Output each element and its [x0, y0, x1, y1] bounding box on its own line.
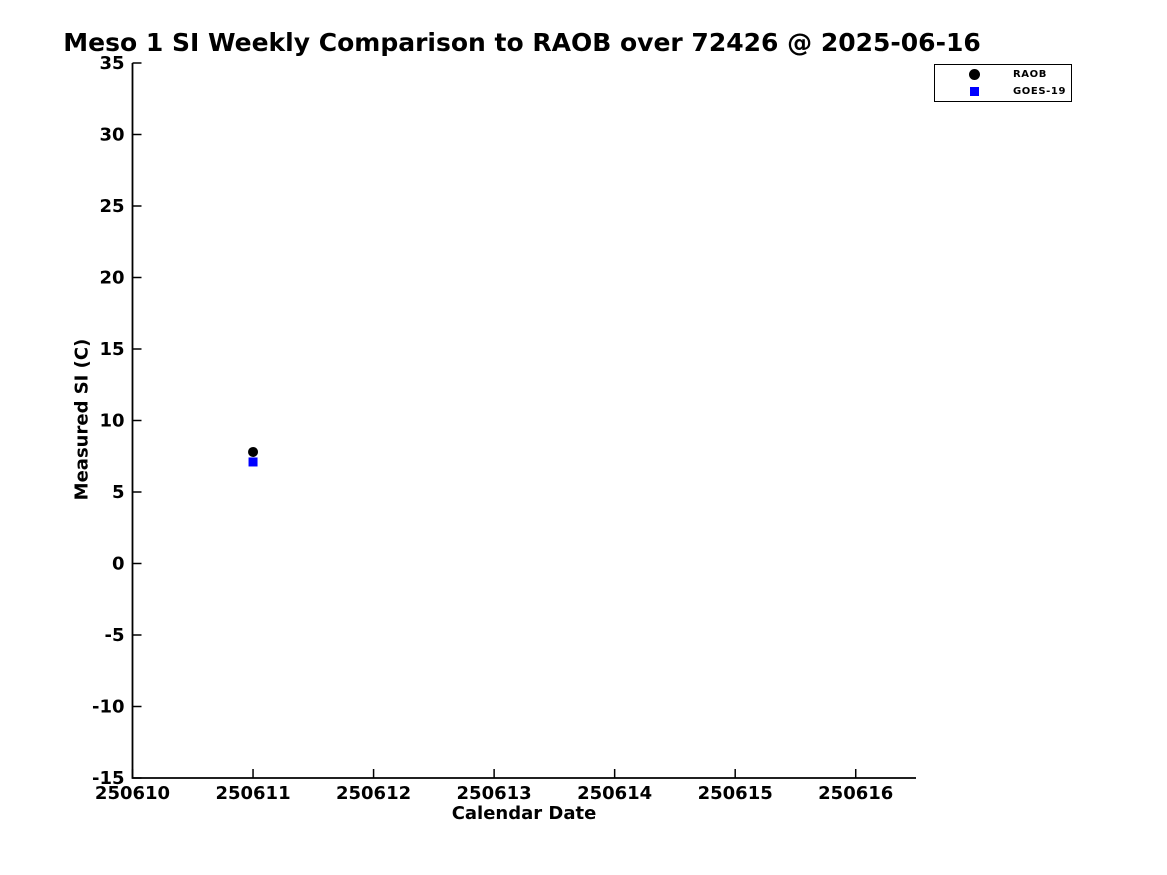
y-tick-label: -10	[92, 697, 125, 718]
goes19-data-point	[248, 457, 258, 467]
x-tick-label: 250612	[336, 783, 411, 804]
y-tick-label: 35	[99, 53, 124, 74]
y-tick-label: 10	[99, 411, 124, 432]
x-axis-label: Calendar Date	[451, 803, 597, 824]
raob-circle-marker-icon	[968, 69, 980, 80]
legend-marker-cell	[935, 69, 1013, 80]
axis-spines	[131, 63, 916, 779]
chart-title: Meso 1 SI Weekly Comparison to RAOB over…	[63, 28, 981, 57]
goes19-square-marker-icon	[969, 87, 979, 96]
x-tick-label: 250614	[577, 783, 652, 804]
y-axis-label: Measured SI (C)	[71, 338, 93, 501]
y-tick-label: 0	[112, 554, 125, 575]
x-tick-label: 250610	[95, 783, 170, 804]
x-tick-label: 250613	[457, 783, 532, 804]
y-tick-label: -15	[92, 768, 125, 789]
legend: RAOB GOES-19	[934, 64, 1072, 102]
raob-data-point	[248, 446, 259, 457]
legend-label-goes19: GOES-19	[1013, 86, 1067, 97]
legend-item-raob: RAOB	[935, 66, 1071, 83]
legend-item-goes19: GOES-19	[935, 83, 1071, 100]
y-tick-label: 5	[112, 482, 125, 503]
x-tick-label: 250616	[818, 783, 893, 804]
x-tick-label: 250615	[698, 783, 773, 804]
x-tick-label: 250611	[215, 783, 290, 804]
y-tick-label: 30	[99, 125, 124, 146]
y-tick-label: 20	[99, 268, 124, 289]
y-tick-label: 15	[99, 339, 124, 360]
legend-label-raob: RAOB	[1013, 69, 1047, 80]
legend-marker-cell	[935, 87, 1013, 96]
y-tick-label: 25	[99, 196, 124, 217]
y-tick-label: -5	[105, 625, 125, 646]
